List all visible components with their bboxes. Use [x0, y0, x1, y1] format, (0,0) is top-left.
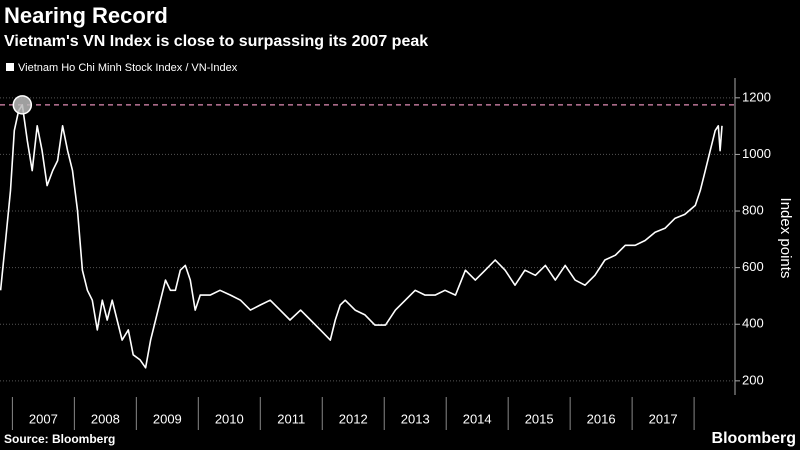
x-tick-label: 2012 [339, 411, 368, 426]
x-tick-label: 2008 [91, 411, 120, 426]
y-axis-label: Index points [777, 198, 794, 279]
y-tick-label: 600 [742, 259, 764, 274]
legend-label: Vietnam Ho Chi Minh Stock Index / VN-Ind… [18, 62, 238, 74]
x-tick-label: 2016 [587, 411, 616, 426]
y-tick-label: 800 [742, 202, 764, 217]
data-line [0, 104, 723, 369]
y-tick-label: 200 [742, 372, 764, 387]
x-tick-label: 2013 [401, 411, 430, 426]
brand: Bloomberg [712, 430, 796, 447]
x-tick-label: 2011 [277, 411, 305, 426]
peak-marker [12, 95, 33, 115]
x-tick-label: 2015 [525, 411, 554, 426]
x-tick-label: 2017 [649, 411, 678, 426]
x-tick-label: 2014 [463, 411, 492, 426]
y-tick-label: 1000 [742, 146, 771, 161]
source: Source: Bloomberg [4, 432, 115, 446]
chart-title: Nearing Record [4, 3, 168, 28]
x-tick-label: 2009 [153, 411, 182, 426]
legend-swatch [6, 63, 14, 71]
y-tick-label: 1200 [742, 89, 771, 104]
chart-subtitle: Vietnam's VN Index is close to surpassin… [4, 33, 428, 50]
y-tick-label: 400 [742, 316, 764, 331]
x-tick-label: 2007 [29, 411, 58, 426]
x-tick-label: 2010 [215, 411, 244, 426]
